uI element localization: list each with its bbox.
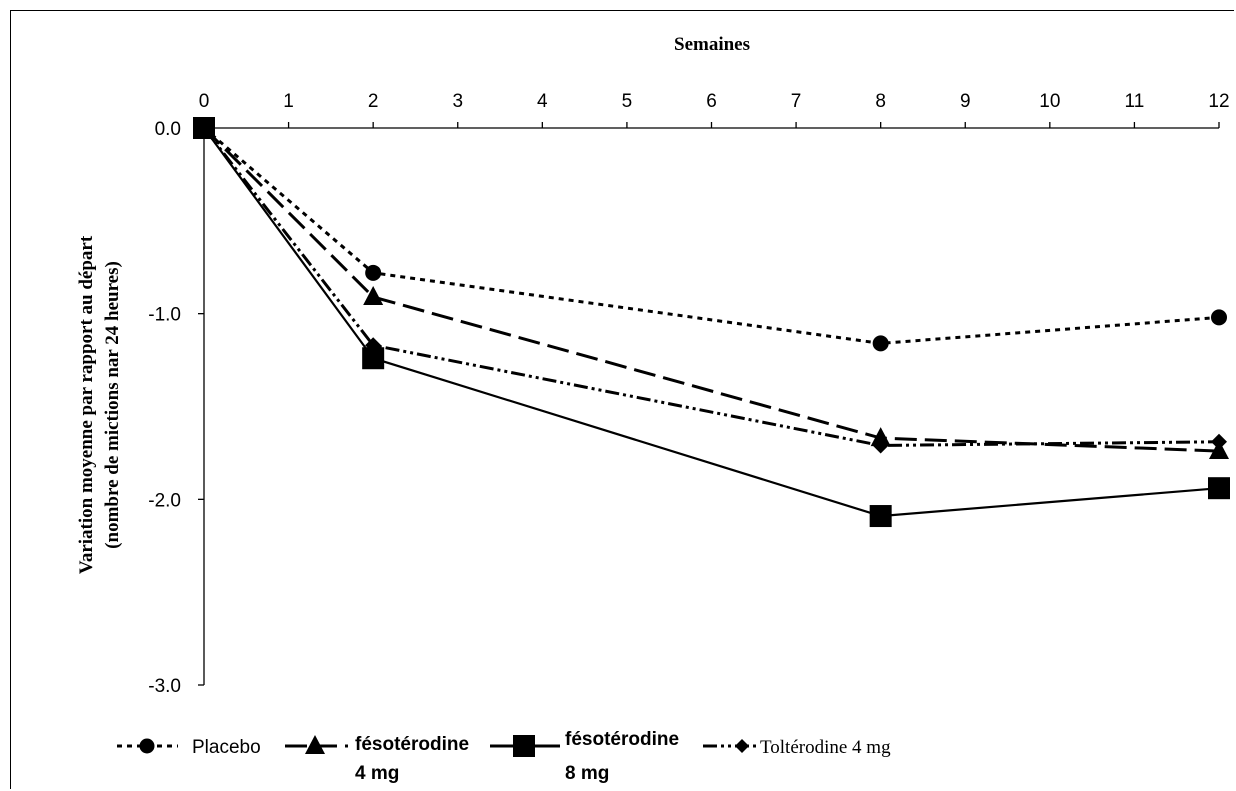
series-3-point: [196, 120, 212, 136]
x-tick-label: 10: [1039, 91, 1060, 112]
series-line-0: [203, 126, 1220, 345]
legend-marker-feso8: [513, 735, 535, 757]
y-tick-label: -3.0: [148, 676, 181, 697]
series-3-point: [1211, 433, 1227, 450]
y-tick-label: -2.0: [148, 490, 181, 511]
x-tick-label: 6: [706, 91, 717, 112]
legend-marker-placebo: [139, 738, 155, 754]
x-tick-label: 9: [960, 91, 971, 112]
series-line-2: [203, 127, 1220, 518]
chart-frame: [10, 10, 1234, 789]
x-tick-label: 3: [452, 91, 463, 112]
x-tick-label: 4: [537, 91, 548, 112]
y-tick-label: 0.0: [155, 119, 181, 140]
x-tick-label: 8: [875, 91, 886, 112]
y-axis-title-line2: (nombre de mictions nar 24 heures): [102, 261, 123, 549]
series-0-point: [365, 264, 382, 281]
legend: Placebo fésotérodine 4 mg fésotérodine 8…: [117, 729, 891, 784]
x-tick-label: 7: [791, 91, 802, 112]
x-tick-label: 11: [1125, 91, 1145, 112]
series-1-point: [870, 427, 891, 447]
series-1-point: [363, 285, 384, 305]
x-tick-label: 0: [199, 91, 210, 112]
y-axis-title-line1: Variation moyenne par rapport au départ: [76, 235, 97, 574]
legend-label-tolt: Toltérodine 4 mg: [760, 737, 891, 758]
series-0-point: [872, 335, 889, 352]
x-axis-title: Semaines: [674, 34, 750, 55]
legend-label-feso4-line2: 4 mg: [355, 763, 399, 784]
x-tick-label: 1: [283, 91, 294, 112]
x-tick-label: 2: [368, 91, 379, 112]
legend-label-feso8-line1: fésotérodine: [565, 729, 679, 750]
series-2-point: [1208, 477, 1230, 500]
series-line-3: [202, 127, 1220, 447]
legend-label-feso4-line1: fésotérodine: [355, 734, 469, 755]
series-2-point: [362, 347, 385, 370]
series-line-1: [202, 126, 1220, 453]
series-2-point: [869, 505, 892, 528]
series-0-point: [1211, 309, 1227, 326]
series-3-point: [365, 337, 382, 354]
series-3-point: [872, 437, 889, 454]
legend-marker-feso4: [305, 735, 325, 754]
y-tick-label: -1.0: [148, 305, 181, 326]
legend-marker-tolt: [735, 739, 749, 753]
x-tick-label: 12: [1208, 91, 1229, 112]
legend-label-placebo: Placebo: [192, 737, 261, 758]
x-tick-label: 5: [622, 91, 633, 112]
legend-label-feso8-line2: 8 mg: [565, 763, 609, 784]
